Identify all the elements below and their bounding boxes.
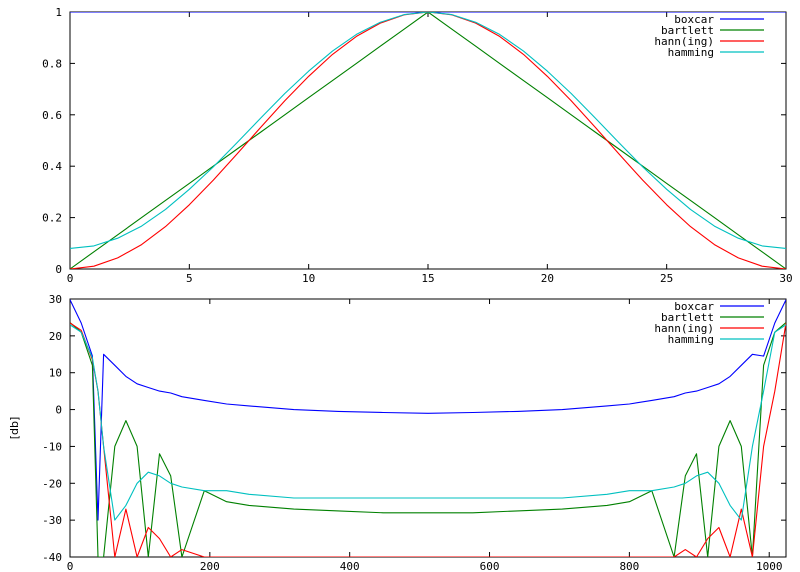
series-line-2 [70,322,786,557]
legend-label: hamming [668,46,714,59]
x-tick-label: 10 [302,272,315,285]
x-tick-label: 800 [619,560,639,572]
y-tick-label: -30 [42,514,62,527]
y-tick-label: 1 [55,6,62,19]
frequency-response-chart: -40 -30 -20 -10 0 10 20 30 0 200 400 600 800 1000 [d… [8,293,787,572]
y-tick-label: 0.6 [42,109,62,122]
x-axis: 0 200 400 600 800 1000 [67,299,783,572]
x-axis: 0 5 10 15 20 25 30 [67,12,793,285]
series-line-4 [70,324,786,521]
series-line-3 [70,322,786,557]
x-tick-label: 25 [660,272,673,285]
y-axis: -40 -30 -20 -10 0 10 20 30 [42,293,786,564]
legend-label: hamming [668,333,714,346]
legend-label: bartlett [661,24,714,37]
x-tick-label: 0 [67,272,74,285]
y-tick-label: 0 [55,263,62,276]
y-tick-label: 0.4 [42,160,62,173]
y-tick-label: -20 [42,477,62,490]
window-shapes-chart: 0 0.2 0.4 0.6 0.8 1 0 5 10 15 20 25 30 boxcarbartle… [42,6,793,285]
series-line-4 [70,12,786,249]
y-tick-label: -10 [42,440,62,453]
x-tick-label: 600 [480,560,500,572]
y-tick-label: 0.2 [42,212,62,225]
x-tick-label: 400 [340,560,360,572]
y-tick-label: 10 [49,367,62,380]
y-tick-label: -40 [42,551,62,564]
y-axis: 0 0.2 0.4 0.6 0.8 1 [42,6,786,276]
y-tick-label: 0.8 [42,57,62,70]
x-tick-label: 30 [779,272,792,285]
legend-label: bartlett [661,311,714,324]
y-tick-label: 20 [49,330,62,343]
legend-label: boxcar [674,300,714,313]
series-group [70,12,786,269]
x-tick-label: 20 [541,272,554,285]
legend-label: hann(ing) [654,322,714,335]
y-tick-label: 0 [55,404,62,417]
series-line-3 [70,12,786,269]
y-axis-label: [db] [8,417,21,440]
legend-label: boxcar [674,13,714,26]
x-tick-label: 15 [421,272,434,285]
x-tick-label: 5 [186,272,193,285]
series-line-2 [70,12,786,269]
x-tick-label: 1000 [756,560,783,572]
legend-label: hann(ing) [654,35,714,48]
series-group [70,299,786,557]
y-tick-label: 30 [49,293,62,306]
series-line-1 [70,299,786,521]
x-tick-label: 0 [67,560,74,572]
x-tick-label: 200 [200,560,220,572]
